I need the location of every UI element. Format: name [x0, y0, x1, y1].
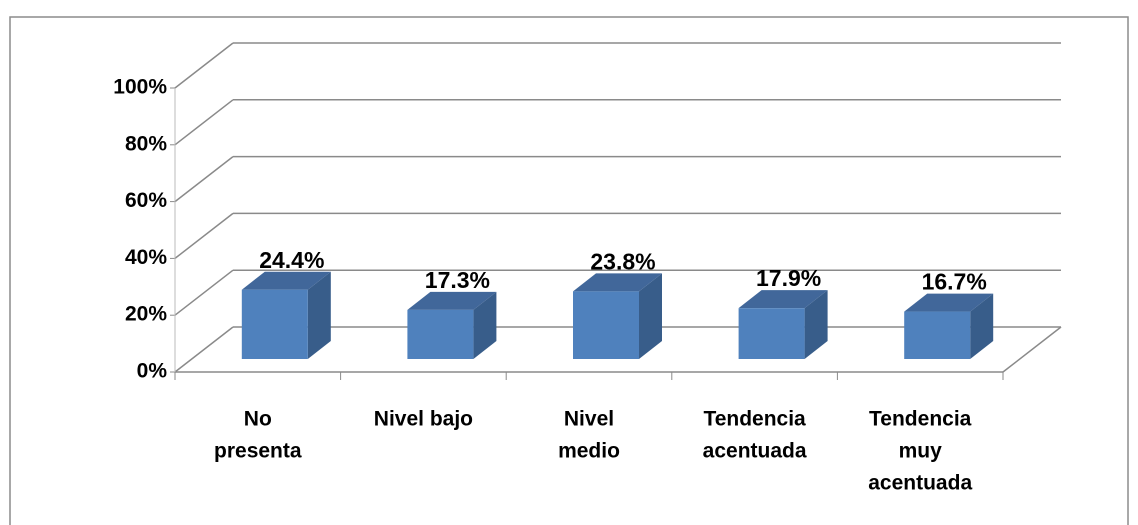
x-tick-label: Nivel — [564, 408, 614, 431]
x-tick-label: acentuada — [703, 440, 807, 463]
data-label: 17.3% — [425, 267, 490, 293]
bar-side — [639, 273, 662, 359]
x-tick-label: medio — [558, 440, 620, 463]
x-tick-label: No — [244, 408, 272, 431]
bar-side — [473, 291, 497, 359]
bar-top — [241, 271, 331, 290]
y-tick-label: 60% — [125, 189, 167, 212]
bar-side — [804, 290, 828, 359]
bar-top — [573, 273, 662, 292]
y-tick-label: 20% — [125, 303, 167, 326]
grid-line-side — [174, 42, 234, 89]
grid-line-side — [174, 99, 234, 146]
bar-top — [904, 293, 994, 312]
y-tick-label: 0% — [137, 360, 168, 383]
bar — [573, 291, 639, 359]
data-label: 23.8% — [590, 248, 655, 274]
bar-top — [407, 291, 497, 310]
x-tick-label: Nivel bajo — [374, 408, 473, 431]
grid-line-side — [174, 212, 234, 259]
grid-line-side — [174, 156, 234, 203]
y-tick-label: 40% — [125, 246, 167, 269]
y-tick-label: 100% — [113, 76, 167, 99]
data-label: 24.4% — [259, 247, 324, 273]
bar — [904, 311, 971, 359]
bar-side — [307, 271, 331, 359]
floor-edge — [1002, 326, 1062, 373]
x-tick-label: muy — [899, 440, 943, 463]
x-tick-label: Tendencia — [869, 408, 972, 431]
bar-side — [970, 293, 994, 359]
data-label: 16.7% — [922, 269, 987, 295]
bar — [407, 309, 474, 359]
bar-top — [738, 290, 828, 309]
x-tick-label: presenta — [214, 440, 302, 463]
bar — [241, 289, 308, 359]
y-tick-label: 80% — [125, 132, 167, 155]
x-tick-label: acentuada — [868, 472, 972, 495]
bar — [738, 308, 805, 359]
grid-line-side — [174, 269, 234, 316]
x-tick-label: Tendencia — [703, 408, 806, 431]
grid-line-side — [174, 326, 234, 373]
data-label: 17.9% — [756, 265, 821, 291]
chart-frame — [9, 16, 1129, 525]
